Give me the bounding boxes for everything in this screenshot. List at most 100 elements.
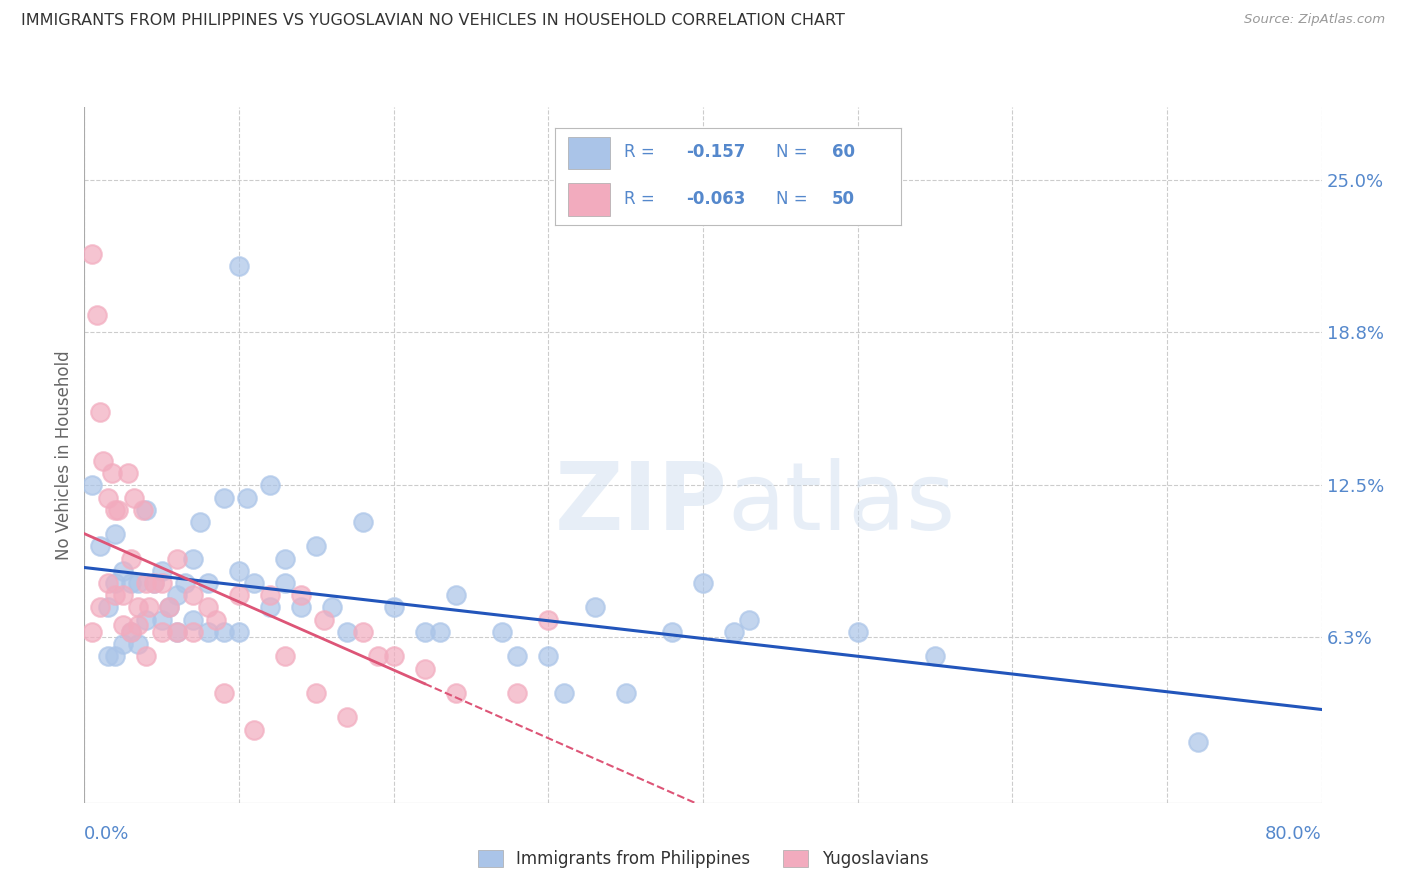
Point: [135, 503, 157, 517]
Point: [692, 576, 714, 591]
Point: [166, 588, 188, 602]
Point: [138, 600, 160, 615]
Point: [86, 308, 108, 322]
Legend: Immigrants from Philippines, Yugoslavians: Immigrants from Philippines, Yugoslavian…: [471, 843, 935, 874]
Point: [120, 624, 142, 639]
Point: [97, 491, 120, 505]
Point: [738, 613, 761, 627]
Point: [723, 624, 745, 639]
Point: [491, 624, 513, 639]
Point: [120, 576, 142, 591]
Point: [132, 503, 155, 517]
Point: [188, 515, 212, 529]
Point: [924, 649, 946, 664]
Point: [274, 649, 297, 664]
Point: [117, 467, 139, 481]
Point: [212, 686, 235, 700]
Point: [128, 600, 150, 615]
Point: [89, 405, 111, 419]
Text: ZIP: ZIP: [555, 458, 728, 549]
Point: [583, 600, 606, 615]
Point: [89, 540, 111, 554]
Point: [128, 617, 150, 632]
Point: [112, 617, 135, 632]
Point: [82, 624, 104, 639]
Point: [429, 624, 451, 639]
Point: [352, 624, 374, 639]
Point: [305, 540, 328, 554]
Point: [150, 624, 173, 639]
Point: [506, 649, 529, 664]
Point: [107, 503, 129, 517]
Point: [197, 576, 219, 591]
Point: [352, 515, 374, 529]
Point: [290, 588, 312, 602]
Point: [1187, 735, 1209, 749]
Point: [104, 527, 127, 541]
Point: [112, 564, 135, 578]
Point: [413, 624, 436, 639]
Point: [274, 551, 297, 566]
Point: [537, 649, 560, 664]
Point: [143, 576, 166, 591]
Point: [150, 613, 173, 627]
Point: [846, 624, 869, 639]
Point: [553, 686, 575, 700]
Point: [382, 600, 405, 615]
Point: [143, 576, 166, 591]
Point: [128, 637, 150, 651]
Point: [228, 259, 250, 273]
Point: [174, 576, 197, 591]
Point: [97, 600, 120, 615]
Point: [150, 576, 173, 591]
Point: [122, 491, 145, 505]
Point: [181, 551, 204, 566]
Point: [661, 624, 683, 639]
Text: atlas: atlas: [728, 458, 956, 549]
Point: [197, 624, 219, 639]
Point: [181, 588, 204, 602]
Point: [228, 624, 250, 639]
Point: [236, 491, 259, 505]
Point: [166, 551, 188, 566]
Point: [166, 624, 188, 639]
Point: [82, 246, 104, 260]
Point: [104, 588, 127, 602]
Point: [159, 600, 181, 615]
Point: [159, 600, 181, 615]
Point: [97, 576, 120, 591]
Point: [259, 600, 281, 615]
Point: [228, 564, 250, 578]
Point: [367, 649, 389, 664]
Point: [104, 576, 127, 591]
Point: [336, 710, 359, 724]
Point: [197, 600, 219, 615]
Text: 80.0%: 80.0%: [1265, 825, 1322, 843]
Point: [150, 564, 173, 578]
Point: [104, 649, 127, 664]
Point: [112, 637, 135, 651]
Point: [243, 576, 266, 591]
Point: [305, 686, 328, 700]
Point: [228, 588, 250, 602]
Point: [212, 624, 235, 639]
Point: [290, 600, 312, 615]
Point: [506, 686, 529, 700]
Point: [444, 686, 467, 700]
Point: [82, 478, 104, 492]
Point: [413, 661, 436, 675]
Text: IMMIGRANTS FROM PHILIPPINES VS YUGOSLAVIAN NO VEHICLES IN HOUSEHOLD CORRELATION : IMMIGRANTS FROM PHILIPPINES VS YUGOSLAVI…: [21, 13, 845, 29]
Point: [128, 576, 150, 591]
Point: [91, 454, 114, 468]
Point: [243, 723, 266, 737]
Point: [101, 467, 124, 481]
Point: [614, 686, 637, 700]
Point: [382, 649, 405, 664]
Point: [97, 649, 120, 664]
Point: [112, 588, 135, 602]
Point: [181, 613, 204, 627]
Point: [259, 588, 281, 602]
Point: [205, 613, 228, 627]
Point: [166, 624, 188, 639]
Point: [120, 624, 142, 639]
